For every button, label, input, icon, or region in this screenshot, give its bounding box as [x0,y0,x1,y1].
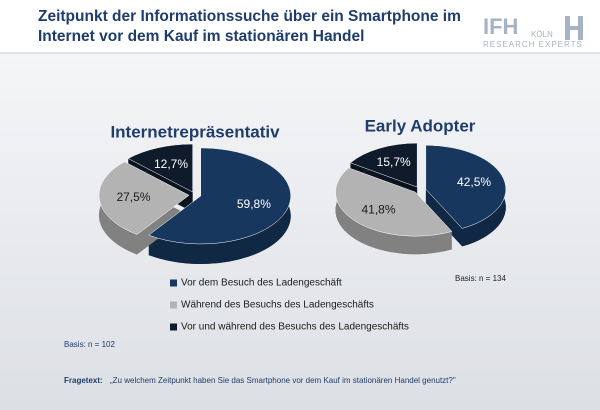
title-line: Zeitpunkt der Informationssuche über ein… [38,8,461,25]
chart-title: Early Adopter [365,116,476,135]
legend: Vor dem Besuch des Ladengeschäft Während … [170,278,409,333]
footer-text: „Zu welchem Zeitpunkt haben Sie das Smar… [110,376,456,385]
logo-city: KÖLN [531,30,553,39]
value-label: 27,5% [116,190,150,204]
value-label: 12,7% [154,157,188,171]
legend-swatch [170,279,177,287]
legend-swatch [170,323,177,331]
slice [127,143,193,193]
basis-note: Basis: n = 102 [64,340,115,349]
footer-label: Fragetext: [64,376,103,385]
logo: IFH KÖLN RESEARCH EXPERTS [483,14,583,49]
logo-tagline: RESEARCH EXPERTS [483,40,583,49]
slice [148,147,291,245]
value-label: 59,8% [237,197,271,211]
legend-label: Vor dem Besuch des Ladengeschäft [181,278,342,289]
slice [335,167,453,237]
value-label: 41,8% [362,203,396,217]
legend-label: Vor und während des Besuchs des Ladenges… [181,322,409,333]
chart-title: Internetrepräsentativ [110,122,280,141]
logo-name: IFH [483,14,518,39]
legend-swatch [170,301,177,309]
value-label: 42,5% [457,175,491,189]
legend-label: Während des Besuchs des Ladengeschäfts [181,300,374,311]
logo-icon [565,26,583,30]
title-line: Internet vor dem Kauf im stationären Han… [38,28,364,45]
slice-side [335,167,452,255]
slice [349,142,418,188]
basis-note: Basis: n = 134 [455,274,506,283]
value-label: 15,7% [377,155,411,169]
slice [98,161,190,235]
slice [425,144,507,229]
header-band [0,0,600,52]
